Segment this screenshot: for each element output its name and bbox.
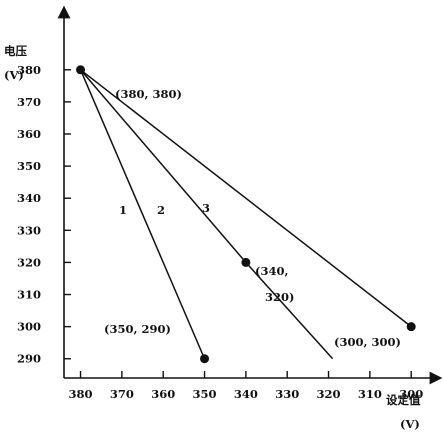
y-axis-label: 电压 <box>4 44 27 58</box>
series-group <box>79 69 412 360</box>
marker-label-340-320-line1: (340, <box>255 264 288 278</box>
ticks-group: 380 370 360 350 340 330 320 310 300 380 370 360 350 3… <box>17 63 423 401</box>
marker-340-320 <box>241 257 251 267</box>
marker-350-290 <box>200 354 210 364</box>
x-tick-label-340: 340 <box>234 387 258 401</box>
x-tick-label-330: 330 <box>275 387 299 401</box>
y-tick-label-300: 300 <box>17 320 41 334</box>
x-axis-label: 设定值 <box>386 393 421 407</box>
marker-300-300 <box>406 322 416 332</box>
y-tick-label-310: 310 <box>17 288 41 302</box>
series-line-3 <box>80 69 412 328</box>
series-label-2: 2 <box>157 203 165 217</box>
marker-380-380 <box>76 65 86 75</box>
marker-label-300-300: (300, 300) <box>334 335 401 349</box>
x-axis-unit: (V) <box>400 417 420 431</box>
marker-label-380-380: (380, 380) <box>115 87 182 101</box>
x-tick-label-320: 320 <box>317 387 341 401</box>
x-tick-label-350: 350 <box>193 387 217 401</box>
y-tick-label-340: 340 <box>17 191 41 205</box>
y-tick-label-330: 330 <box>17 223 41 237</box>
y-tick-label-350: 350 <box>17 159 41 173</box>
x-tick-label-300: 300 <box>399 387 423 401</box>
markers-group <box>76 65 416 364</box>
x-tick-label-370: 370 <box>110 387 134 401</box>
y-tick-label-370: 370 <box>17 95 41 109</box>
series-label-1: 1 <box>119 203 127 217</box>
marker-label-340-320-line2: 320) <box>265 290 294 304</box>
y-axis-unit: (V) <box>4 68 24 82</box>
y-tick-label-360: 360 <box>17 127 41 141</box>
series-line-1 <box>79 69 206 360</box>
y-tick-label-380: 380 <box>17 63 41 77</box>
x-tick-label-310: 310 <box>358 387 382 401</box>
y-tick-label-320: 320 <box>17 255 41 269</box>
series-label-3: 3 <box>202 201 210 215</box>
marker-label-350-290: (350, 290) <box>104 322 171 336</box>
x-tick-label-360: 360 <box>151 387 175 401</box>
x-tick-label-380: 380 <box>69 387 93 401</box>
y-tick-label-290: 290 <box>17 352 41 366</box>
